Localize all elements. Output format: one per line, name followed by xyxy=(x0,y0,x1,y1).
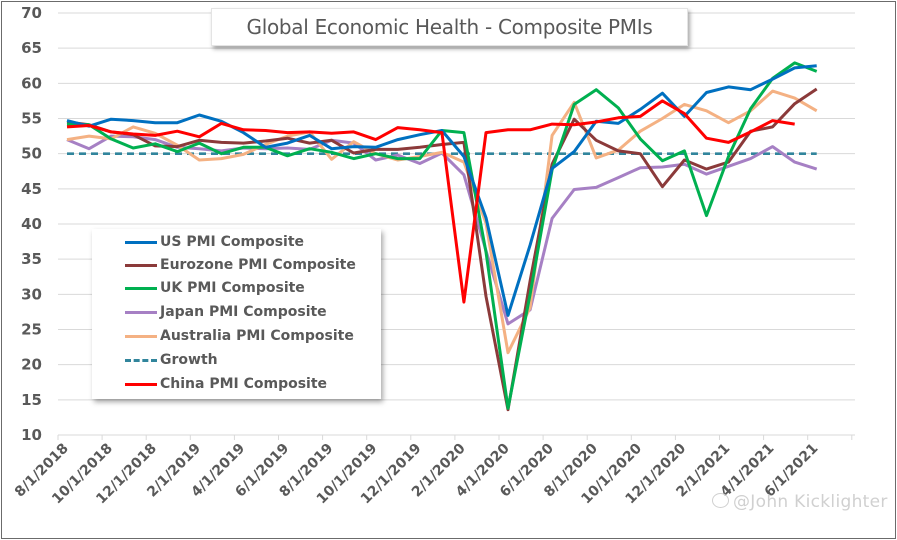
legend-swatch-australia xyxy=(125,334,157,338)
legend-label-growth: Growth xyxy=(160,352,218,368)
y-tick-label: 20 xyxy=(21,356,42,374)
y-tick-label: 45 xyxy=(21,180,42,198)
legend-swatch-eurozone xyxy=(125,263,157,267)
chat-bubble-icon xyxy=(712,493,729,508)
legend-label-australia: Australia PMI Composite xyxy=(160,328,354,344)
x-axis-tick-labels: 8/1/201810/1/201812/1/20182/1/20194/1/20… xyxy=(12,440,822,507)
legend-label-eurozone: Eurozone PMI Composite xyxy=(160,257,356,273)
legend-item-us: US PMI Composite xyxy=(92,231,304,253)
series-line-china-pmi-composite xyxy=(66,99,795,304)
y-tick-label: 30 xyxy=(21,285,42,303)
y-tick-label: 70 xyxy=(21,4,42,22)
y-tick-label: 65 xyxy=(21,39,42,57)
y-tick-label: 40 xyxy=(21,215,42,233)
legend-swatch-japan xyxy=(125,310,157,314)
series-line-eurozone-pmi-composite xyxy=(66,87,818,412)
legend-swatch-growth xyxy=(125,358,157,362)
legend: US PMI Composite Eurozone PMI Composite … xyxy=(92,229,381,399)
watermark-text: @John Kicklighter xyxy=(733,492,888,512)
legend-item-growth: Growth xyxy=(92,349,218,371)
watermark: @John Kicklighter xyxy=(712,492,888,512)
y-tick-label: 60 xyxy=(21,74,42,92)
legend-label-us: US PMI Composite xyxy=(160,234,305,250)
y-tick-label: 15 xyxy=(21,391,42,409)
legend-swatch-uk xyxy=(125,286,157,290)
legend-swatch-china xyxy=(125,382,157,386)
y-axis-ticks: 70 65 60 55 50 45 40 35 30 25 20 15 10 xyxy=(21,4,42,444)
series-lines xyxy=(66,61,818,412)
legend-item-eurozone: Eurozone PMI Composite xyxy=(92,254,356,276)
chart-title: Global Economic Health - Composite PMIs xyxy=(246,15,653,39)
y-tick-label: 25 xyxy=(21,321,42,339)
legend-item-japan: Japan PMI Composite xyxy=(92,301,327,323)
legend-label-japan: Japan PMI Composite xyxy=(160,304,327,320)
legend-swatch-us xyxy=(125,240,157,244)
x-axis xyxy=(57,434,855,440)
series-line-us-pmi-composite xyxy=(66,64,817,317)
legend-label-uk: UK PMI Composite xyxy=(160,280,305,296)
legend-item-australia: Australia PMI Composite xyxy=(92,325,354,347)
chart-title-box: Global Economic Health - Composite PMIs xyxy=(211,8,688,46)
y-tick-label: 55 xyxy=(21,110,42,128)
y-tick-label: 35 xyxy=(21,250,42,268)
legend-item-china: China PMI Composite xyxy=(92,373,327,395)
legend-item-uk: UK PMI Composite xyxy=(92,277,305,299)
legend-label-china: China PMI Composite xyxy=(160,376,328,392)
y-tick-label: 50 xyxy=(21,145,42,163)
y-tick-label: 10 xyxy=(21,426,42,444)
